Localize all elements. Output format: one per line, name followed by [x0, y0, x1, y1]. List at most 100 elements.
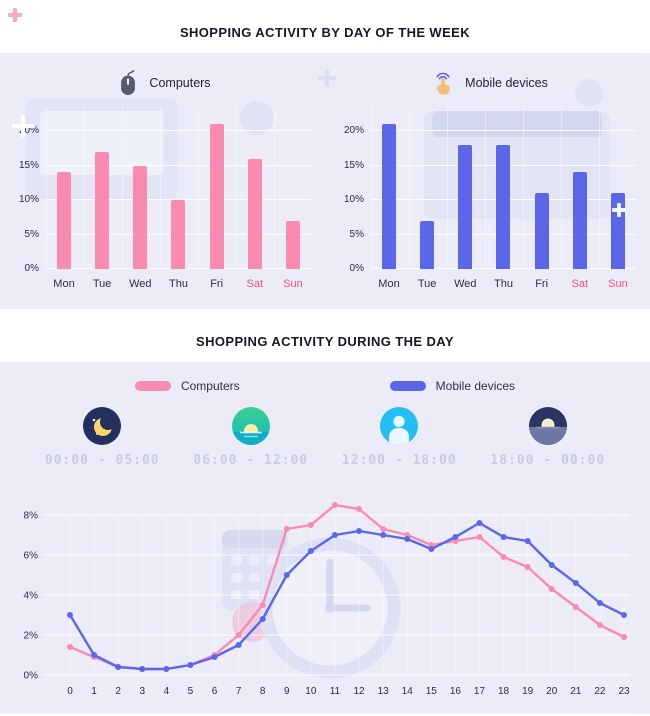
x-axis-labels: Mon Tue Wed Thu Fri Sat Sun — [371, 278, 636, 290]
x-tick-label: Thu — [168, 278, 188, 290]
day-section-title: SHOPPING ACTIVITY DURING THE DAY — [196, 334, 454, 349]
x-tick-label: 19 — [522, 686, 534, 697]
x-tick-label: 5 — [188, 686, 194, 697]
data-point — [331, 532, 338, 538]
data-point — [380, 532, 387, 538]
night-moon-icon — [83, 407, 122, 445]
data-point — [572, 580, 579, 586]
y-tick-label: 20% — [18, 125, 39, 136]
y-tick-label: 4% — [24, 591, 39, 602]
bar — [534, 193, 549, 269]
y-tick-label: 2% — [24, 631, 39, 642]
data-point — [139, 666, 146, 672]
legend-label: Computers — [180, 379, 240, 393]
x-tick-label: 6 — [212, 686, 218, 697]
data-point — [500, 534, 507, 540]
y-tick-label: 5% — [349, 228, 364, 240]
x-tick-label: 12 — [353, 686, 365, 697]
legend: Computers Mobile devices — [0, 362, 650, 393]
data-point — [283, 572, 290, 578]
data-point — [500, 554, 507, 560]
data-point — [380, 526, 387, 532]
bar — [95, 151, 110, 269]
data-point — [115, 664, 122, 670]
data-point — [259, 602, 266, 608]
bar — [572, 172, 587, 269]
data-point — [259, 616, 266, 622]
time-periods: 00:00 - 05:00 — [0, 393, 650, 468]
y-tick-label: 8% — [24, 511, 39, 522]
y-tick-label: 15% — [18, 159, 39, 171]
bar — [382, 124, 396, 269]
bar — [610, 193, 625, 269]
x-tick-label: 13 — [378, 686, 390, 697]
mobile-chart-header: Mobile devices — [341, 65, 636, 101]
computers-bar-chart: Computers 0% 5% 10% 15% 20% Mon Tue Wed Thu Fri S… — [0, 53, 325, 309]
chart-label: Computers — [149, 76, 211, 90]
x-axis-labels: Mon Tue Wed Thu Fri Sat Sun — [46, 278, 311, 290]
x-tick-label: 17 — [474, 686, 486, 697]
y-tick-label: 6% — [24, 551, 39, 562]
x-tick-label: 2 — [115, 686, 121, 697]
line-chart: 0% 2% 4% 6% 8% 0 1 2 3 4 5 6 7 8 9 10 11 12 13 14 15 16 17 18 19… — [0, 470, 650, 708]
x-tick-label: Tue — [92, 278, 112, 290]
data-point — [283, 526, 290, 532]
y-tick-label: 20% — [343, 125, 364, 136]
week-section-title: SHOPPING ACTIVITY BY DAY OF THE WEEK — [179, 25, 471, 40]
bar — [420, 220, 435, 269]
x-tick-label: 7 — [236, 686, 242, 697]
bar — [133, 165, 148, 269]
computers-legend-swatch — [134, 381, 171, 391]
data-point — [548, 586, 555, 592]
x-tick-label: 22 — [594, 686, 606, 697]
y-tick-label: 10% — [343, 194, 364, 205]
data-point — [572, 604, 579, 610]
x-tick-label: 0 — [67, 686, 73, 697]
bar — [285, 220, 300, 269]
afternoon-person-icon — [380, 407, 419, 445]
x-tick-label: 20 — [546, 686, 558, 697]
y-tick-label: 0% — [24, 671, 39, 682]
gridline — [46, 130, 311, 131]
x-tick-label: 15 — [426, 686, 438, 697]
data-point — [356, 528, 363, 534]
data-point — [524, 564, 531, 570]
data-point — [428, 546, 435, 552]
data-point — [476, 534, 483, 540]
mobile-devices-line — [67, 520, 627, 672]
morning-sunrise-icon — [231, 407, 270, 445]
data-point — [548, 562, 555, 568]
data-point — [621, 634, 627, 640]
period-range: 18:00 - 00:00 — [490, 453, 606, 468]
x-tick-label: Fri — [535, 278, 549, 290]
y-axis: 0% 5% 10% 15% 20% — [341, 107, 371, 274]
day-line-chart-svg: 0%2%4%6%8%0 1 2 3 4 5 6 7 8 9 10 11 12 13 14 15 16 17 18 19… — [24, 502, 630, 697]
period-afternoon: 12:00 - 18:00 — [325, 407, 474, 468]
data-point — [307, 548, 314, 554]
clock-calendar-decoration — [222, 530, 401, 679]
x-tick-label: 16 — [450, 686, 462, 697]
y-tick-label: 5% — [24, 228, 39, 240]
data-point — [452, 534, 459, 540]
data-point — [67, 612, 73, 618]
x-tick-label: 14 — [402, 686, 414, 697]
bar — [458, 144, 473, 269]
data-point — [331, 502, 338, 508]
gridline — [46, 164, 311, 166]
day-panel: Computers Mobile devices 00:00 — [0, 362, 650, 714]
x-tick-label: Sun — [608, 278, 628, 290]
evening-moonset-icon — [528, 407, 567, 445]
data-point — [476, 520, 483, 526]
week-panel: Computers 0% 5% 10% 15% 20% Mon Tue Wed Thu Fri S… — [0, 53, 650, 309]
tap-icon — [429, 70, 456, 97]
y-tick-label: 0% — [24, 263, 39, 274]
bar — [209, 124, 224, 269]
x-tick-label: Sat — [246, 278, 264, 290]
data-point — [211, 654, 218, 660]
period-range: 00:00 - 05:00 — [44, 453, 160, 468]
y-tick-label: 15% — [343, 159, 364, 171]
data-point — [596, 600, 603, 606]
data-point — [356, 506, 363, 512]
legend-item-mobile: Mobile devices — [389, 379, 515, 393]
